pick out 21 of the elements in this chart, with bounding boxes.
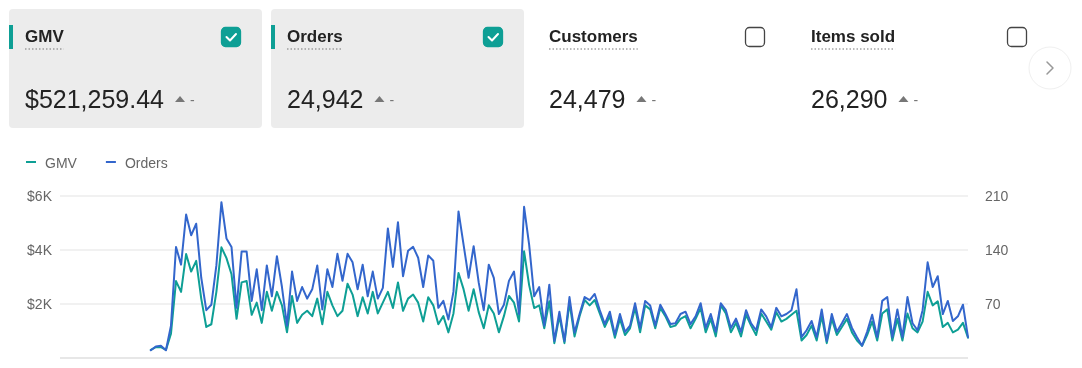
text: 24,942 [287,85,364,113]
y-tick-label: $6K [27,187,53,204]
y2-tick-label: 70 [985,295,1001,312]
text: - [913,92,919,108]
legend-label: GMV [45,154,78,171]
line-series [149,201,969,352]
y-tick-label: $2K [27,295,53,312]
text: Customers [549,27,638,46]
legend-label: Orders [124,154,168,171]
y-tick-label: $4K [27,241,53,258]
text: Items sold [811,27,896,46]
text: Orders [287,27,343,46]
text: - [190,92,196,108]
y2-tick-label: 140 [985,241,1009,258]
text: GMV [25,27,65,46]
text: 26,290 [811,85,888,113]
text: - [651,92,657,108]
text: - [389,92,395,108]
text: $521,259.44 [25,85,165,113]
y2-tick-label: 210 [985,187,1009,204]
text: 24,479 [549,85,626,113]
